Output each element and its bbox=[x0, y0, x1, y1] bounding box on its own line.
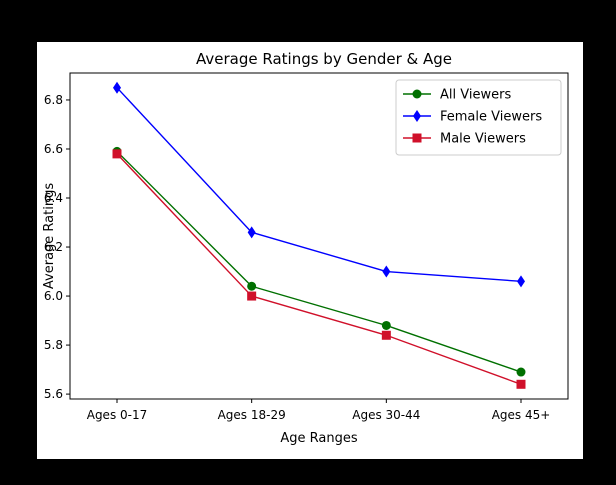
y-axis: 5.6 5.8 6.0 6.2 6.4 6.6 6.8 bbox=[44, 93, 70, 401]
y-tick-label: 5.8 bbox=[44, 338, 63, 352]
y-axis-label: Average Ratings bbox=[42, 183, 57, 289]
legend-marker-0 bbox=[412, 89, 422, 99]
y-tick-label: 6.2 bbox=[44, 240, 63, 254]
series-1-point bbox=[517, 275, 525, 288]
series-1-point bbox=[247, 226, 256, 239]
series-line-1 bbox=[116, 87, 522, 283]
series-2-point bbox=[381, 330, 391, 340]
x-axis: Ages 0-17 Ages 18-29 Ages 30-44 Ages 45+ bbox=[87, 399, 551, 422]
series-0-point bbox=[381, 320, 391, 330]
x-tick-label: Ages 45+ bbox=[492, 408, 551, 422]
chart-figure: Average Ratings by Gender & Age 5.6 5.8 6.… bbox=[37, 42, 583, 459]
line-chart: Average Ratings by Gender & Age 5.6 5.8 6.… bbox=[42, 50, 569, 446]
y-tick-label: 6.8 bbox=[44, 93, 63, 107]
series-2-point bbox=[112, 149, 122, 159]
series-line-0 bbox=[116, 150, 522, 373]
y-tick-label: 6.0 bbox=[44, 289, 63, 303]
y-tick-label: 6.6 bbox=[44, 142, 63, 156]
series-layer bbox=[112, 81, 526, 389]
legend-label-0: All Viewers bbox=[440, 88, 511, 103]
legend: All Viewers Female Viewers Male Viewers bbox=[395, 79, 562, 156]
x-tick-label: Ages 18-29 bbox=[218, 408, 286, 422]
series-line-2 bbox=[116, 153, 522, 385]
legend-entries: All Viewers Female Viewers Male Viewers bbox=[403, 88, 542, 147]
legend-box bbox=[395, 79, 562, 156]
chart-title: Average Ratings by Gender & Age bbox=[196, 50, 452, 68]
y-tick-label: 5.6 bbox=[44, 387, 63, 401]
legend-marker-1 bbox=[413, 110, 421, 122]
legend-label-2: Male Viewers bbox=[440, 132, 526, 147]
legend-marker-2 bbox=[412, 133, 422, 143]
series-2-point bbox=[516, 379, 526, 389]
series-0-point bbox=[516, 367, 526, 377]
y-tick-label: 6.4 bbox=[44, 191, 63, 205]
x-tick-label: Ages 0-17 bbox=[87, 408, 148, 422]
x-axis-label: Age Ranges bbox=[280, 431, 357, 446]
x-tick-label: Ages 30-44 bbox=[352, 408, 420, 422]
series-2-point bbox=[247, 291, 257, 301]
series-1-point bbox=[113, 81, 121, 94]
series-1-point bbox=[382, 265, 391, 278]
series-0-point bbox=[247, 281, 257, 291]
legend-label-1: Female Viewers bbox=[440, 110, 542, 125]
